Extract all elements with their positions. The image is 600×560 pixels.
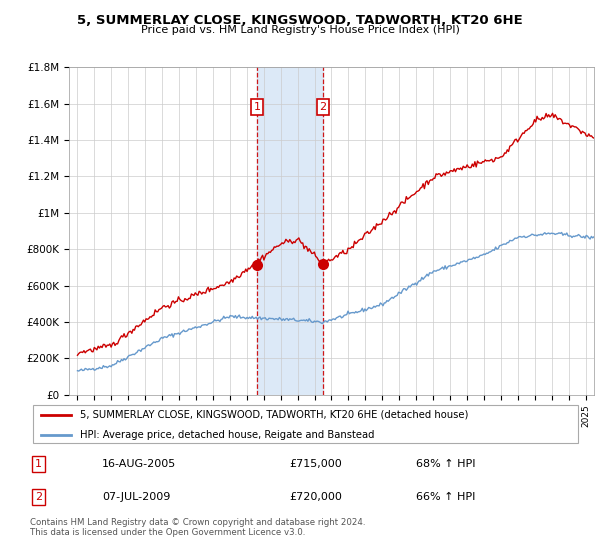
Text: £715,000: £715,000 [289,459,342,469]
Text: 68% ↑ HPI: 68% ↑ HPI [416,459,476,469]
Text: 66% ↑ HPI: 66% ↑ HPI [416,492,476,502]
Text: 5, SUMMERLAY CLOSE, KINGSWOOD, TADWORTH, KT20 6HE (detached house): 5, SUMMERLAY CLOSE, KINGSWOOD, TADWORTH,… [80,410,468,420]
Text: 1: 1 [253,102,260,112]
Text: 07-JUL-2009: 07-JUL-2009 [102,492,170,502]
Text: 5, SUMMERLAY CLOSE, KINGSWOOD, TADWORTH, KT20 6HE: 5, SUMMERLAY CLOSE, KINGSWOOD, TADWORTH,… [77,14,523,27]
FancyBboxPatch shape [33,405,578,443]
Text: HPI: Average price, detached house, Reigate and Banstead: HPI: Average price, detached house, Reig… [80,430,374,440]
Text: Price paid vs. HM Land Registry's House Price Index (HPI): Price paid vs. HM Land Registry's House … [140,25,460,35]
Bar [257,67,323,395]
Text: 2: 2 [319,102,326,112]
Text: £720,000: £720,000 [289,492,343,502]
Text: Contains HM Land Registry data © Crown copyright and database right 2024.
This d: Contains HM Land Registry data © Crown c… [30,518,365,538]
Text: 16-AUG-2005: 16-AUG-2005 [102,459,176,469]
Text: 2: 2 [35,492,42,502]
Text: 1: 1 [35,459,42,469]
